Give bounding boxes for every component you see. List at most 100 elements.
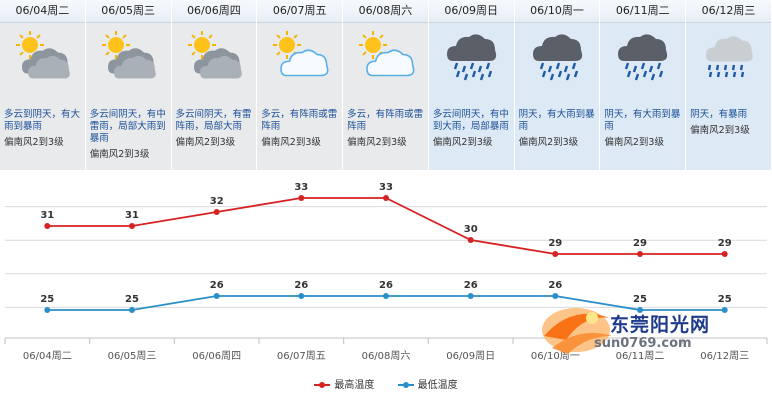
data-label: 26	[294, 280, 308, 291]
day-panel: 06/12周三 阴天，有暴雨 偏南风2到3级	[686, 0, 772, 170]
data-label: 29	[633, 238, 647, 249]
legend-marker-low	[397, 382, 414, 388]
day-panel: 06/11周二 阴天，有大雨到暴雨 偏南风2到3级	[600, 0, 687, 170]
data-label: 29	[548, 238, 562, 249]
day-wind: 偏南风2到3级	[261, 137, 321, 148]
day-wind: 偏南风2到3级	[89, 149, 150, 160]
data-point	[129, 307, 135, 313]
data-point	[552, 293, 559, 299]
data-label: 29	[718, 238, 732, 249]
partly-cloudy-sun-dark-icon	[186, 29, 244, 81]
heavy-rain-cloud-icon	[529, 29, 587, 81]
day-wind: 偏南风2到3级	[4, 137, 64, 148]
day-description: 阴天，有大雨到暴雨	[604, 109, 681, 132]
day-wind: 偏南风2到3级	[175, 137, 236, 148]
heavy-rain-cloud-icon	[443, 29, 501, 81]
partly-cloudy-sun-dark-icon	[100, 29, 158, 81]
watermark-url: sun0769.com	[594, 336, 692, 351]
data-label: 31	[125, 210, 139, 221]
day-wind: 偏南风2到3级	[347, 137, 407, 148]
day-wind: 偏南风2到3级	[690, 125, 750, 136]
x-tick-label: 06/05周三	[108, 350, 157, 362]
forecast-strip: 06/04周二 多云到阴天，有大雨到暴雨 偏南风2到3级 06/05周三 多云间…	[0, 0, 772, 170]
data-point	[721, 251, 728, 257]
day-panel: 06/09周日 多云间阴天，有中到大雨，局部暴雨 偏南风2到3级	[428, 0, 515, 170]
day-date: 06/06周四	[171, 0, 257, 23]
legend-label-high: 最高温度	[334, 380, 375, 391]
day-panel: 06/08周六 多云，有阵雨或雷阵雨 偏南风2到3级	[343, 0, 429, 170]
data-point	[213, 209, 220, 215]
x-tick-label: 06/04周二	[23, 350, 72, 362]
watermark-logo: 东莞阳光网 sun0769.com	[532, 296, 768, 360]
data-label: 30	[464, 224, 478, 235]
data-label: 26	[210, 280, 224, 291]
legend-item-high: 最高温度	[314, 376, 374, 391]
day-description: 多云，有阵雨或雷阵雨	[347, 109, 424, 132]
partly-cloudy-sun-light-icon	[357, 29, 415, 81]
day-wind: 偏南风2到3级	[604, 137, 664, 148]
x-tick-label: 06/08周六	[362, 350, 411, 362]
data-point	[467, 293, 474, 299]
day-date: 06/04周二	[0, 0, 85, 23]
x-tick-label: 06/12周三	[700, 350, 749, 362]
watermark-title: 东莞阳光网	[610, 314, 711, 336]
data-point	[298, 293, 305, 299]
day-date: 06/08周六	[343, 0, 428, 23]
day-panel: 06/07周五 多云，有阵雨或雷阵雨 偏南风2到3级	[257, 0, 344, 170]
day-date: 06/11周二	[600, 0, 686, 23]
day-date: 06/10周一	[514, 0, 600, 23]
day-panel: 06/06周四 多云间阴天，有雷阵雨，局部大雨 偏南风2到3级	[171, 0, 258, 170]
data-point	[383, 195, 389, 201]
data-label: 26	[379, 280, 393, 291]
data-label: 33	[294, 182, 308, 193]
day-wind: 偏南风2到3级	[518, 137, 579, 148]
data-point	[383, 293, 389, 299]
data-point	[637, 307, 643, 313]
heavy-rain-cloud-icon	[614, 29, 672, 81]
data-point	[721, 307, 728, 313]
data-point	[298, 195, 305, 201]
day-description: 多云，有阵雨或雷阵雨	[261, 109, 338, 132]
data-label: 26	[464, 280, 478, 291]
data-point	[44, 223, 51, 229]
day-description: 阴天，有暴雨	[690, 109, 748, 120]
partly-cloudy-sun-light-icon	[271, 29, 329, 81]
temperature-chart: 06/04周二 06/05周三 06/06周四 06/07周五 06/08周六 06/09…	[4, 182, 768, 362]
data-point	[44, 307, 51, 313]
rainstorm-cloud-icon	[700, 29, 758, 81]
data-label: 33	[379, 182, 393, 193]
data-point	[467, 237, 474, 243]
data-point	[637, 251, 643, 257]
day-description: 多云到阴天，有大雨到暴雨	[4, 109, 81, 132]
partly-cloudy-sun-dark-icon	[14, 29, 72, 81]
sun-logo-icon	[542, 308, 612, 354]
data-label: 25	[40, 294, 54, 305]
data-point	[552, 251, 559, 257]
legend-marker-high	[314, 382, 331, 388]
x-tick-label: 06/09周日	[446, 350, 495, 362]
day-panel: 06/10周一 阴天，有大雨到暴雨 偏南风2到3级	[514, 0, 601, 170]
x-tick-label: 06/11周二	[616, 350, 665, 362]
data-label: 25	[718, 294, 732, 305]
day-panel: 06/04周二 多云到阴天，有大雨到暴雨 偏南风2到3级	[0, 0, 86, 170]
day-description: 多云间阴天，有中雷雨，局部大雨到暴雨	[89, 109, 166, 144]
day-description: 阴天，有大雨到暴雨	[518, 109, 595, 132]
day-date: 06/07周五	[257, 0, 343, 23]
x-tick-label: 06/06周四	[192, 350, 241, 362]
day-date: 06/12周三	[686, 0, 771, 23]
x-tick-label: 06/07周五	[277, 350, 326, 362]
day-date: 06/09周日	[428, 0, 514, 23]
data-label: 25	[125, 294, 139, 305]
legend-item-low: 最低温度	[397, 376, 458, 391]
data-point	[213, 293, 220, 299]
day-date: 06/05周三	[85, 0, 171, 23]
day-panel: 06/05周三 多云间阴天，有中雷雨，局部大雨到暴雨 偏南风2到3级	[85, 0, 172, 170]
data-point	[129, 223, 135, 229]
data-label: 25	[633, 294, 647, 305]
day-description: 多云间阴天，有中到大雨，局部暴雨	[432, 109, 509, 132]
data-label: 26	[548, 280, 562, 291]
day-wind: 偏南风2到3级	[432, 137, 493, 148]
legend-label-low: 最低温度	[417, 380, 458, 391]
data-label: 32	[210, 196, 224, 207]
day-description: 多云间阴天，有雷阵雨，局部大雨	[175, 109, 252, 132]
